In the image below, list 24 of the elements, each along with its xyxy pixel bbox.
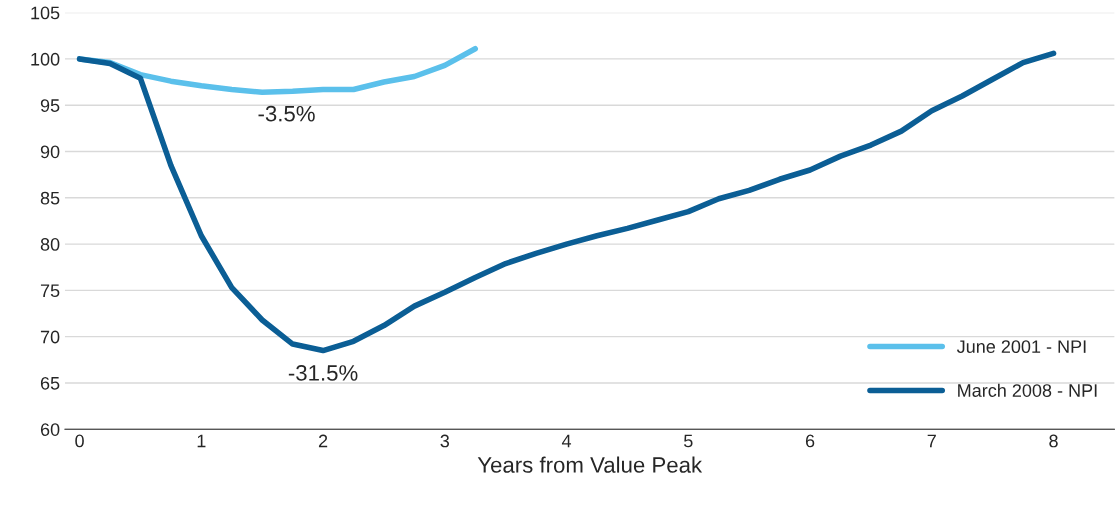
x-tick-label: 1 — [197, 434, 206, 448]
y-tick-label: 100 — [31, 52, 60, 66]
x-tick-label: 0 — [75, 434, 84, 448]
y-tick-label: 80 — [40, 238, 60, 251]
x-tick-label: 7 — [927, 434, 936, 448]
y-tick-label: 90 — [40, 145, 60, 159]
y-tick-label: 75 — [40, 284, 60, 298]
legend-label: March 2008 - NPI — [958, 383, 1097, 397]
x-tick-label: 2 — [318, 434, 328, 448]
annotation: -31.5% — [288, 365, 358, 381]
x-tick-label: 8 — [1049, 434, 1058, 448]
y-tick-label: 65 — [40, 376, 60, 390]
x-tick-label: 5 — [684, 434, 693, 448]
y-tick-label: 85 — [40, 191, 60, 205]
x-tick-label: 3 — [440, 434, 450, 448]
annotation: -3.5% — [258, 105, 315, 122]
legend-label: June 2001 - NPI — [956, 340, 1086, 354]
y-tick-label: 60 — [40, 423, 60, 436]
y-tick-label: 95 — [40, 99, 60, 112]
y-tick-label: 70 — [40, 330, 60, 344]
x-tick-label: 4 — [561, 434, 572, 448]
y-tick-label: 105 — [31, 6, 60, 20]
x-tick-label: 6 — [805, 434, 815, 448]
x-axis-title: Years from Value Peak — [477, 456, 703, 473]
